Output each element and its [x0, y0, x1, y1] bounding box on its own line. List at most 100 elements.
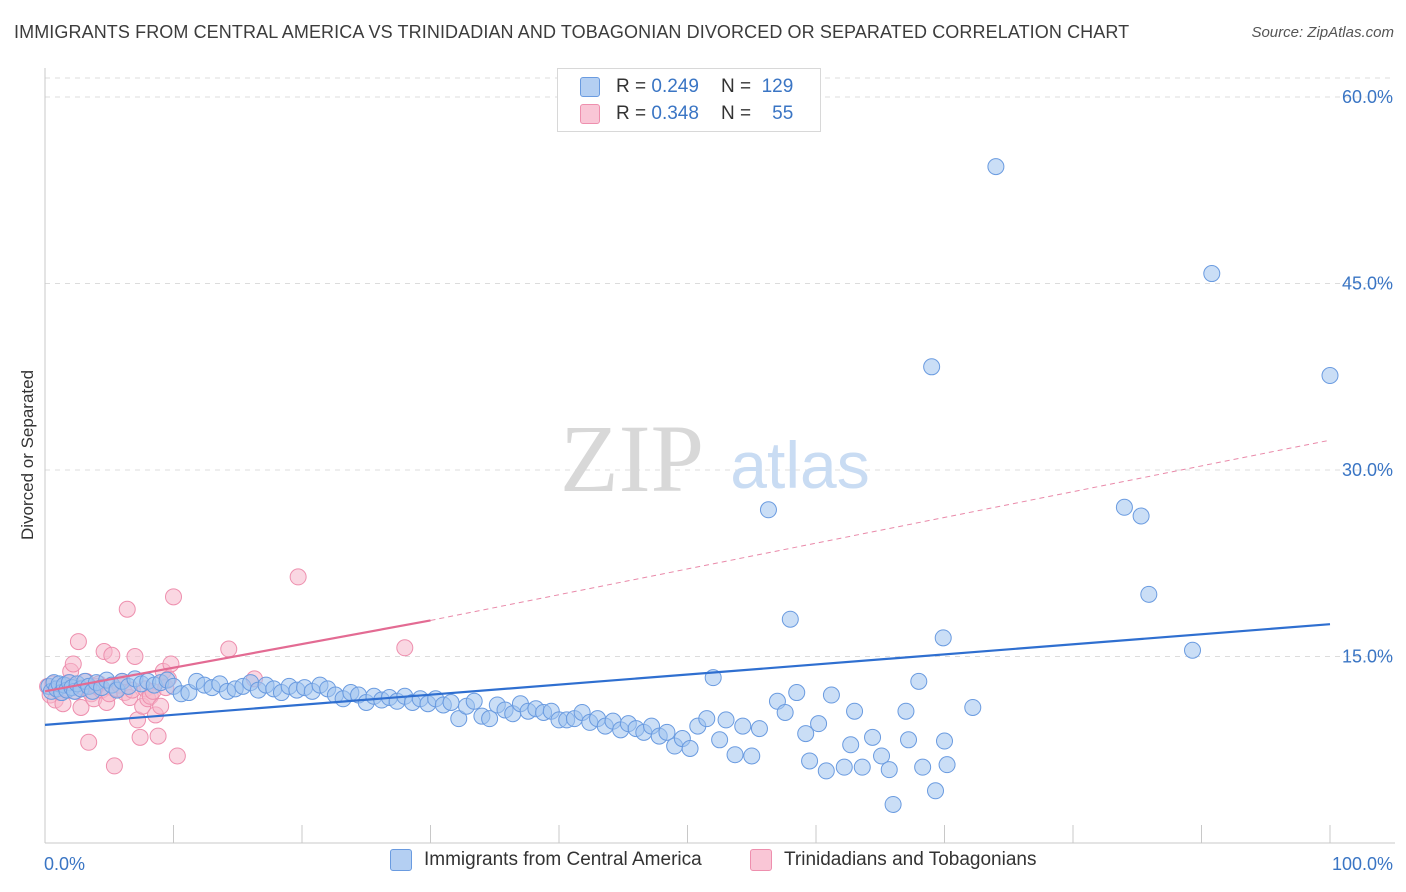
stats-swatch-blue: [580, 77, 600, 97]
x-tick-label-max: 100.0%: [1332, 854, 1393, 874]
data-point-central-america: [788, 684, 806, 702]
data-point-central-america: [987, 158, 1005, 176]
data-point-central-america: [711, 731, 729, 749]
data-point-trinidadians: [149, 727, 167, 745]
data-point-central-america: [750, 720, 768, 738]
data-point-central-america: [717, 711, 735, 729]
series-trinidadians-points: [39, 568, 414, 775]
data-point-central-america: [910, 672, 928, 690]
data-point-central-america: [810, 715, 828, 733]
legend-label-central-america: Immigrants from Central America: [424, 849, 702, 870]
data-point-central-america: [927, 782, 945, 800]
data-point-central-america: [1115, 498, 1133, 516]
data-point-central-america: [465, 692, 483, 710]
data-point-central-america: [934, 629, 952, 647]
data-point-central-america: [681, 740, 699, 758]
data-point-trinidadians: [131, 728, 149, 746]
data-point-central-america: [743, 747, 761, 765]
trend-lines: [44, 439, 1331, 726]
data-point-central-america: [853, 758, 871, 776]
data-point-trinidadians: [165, 588, 182, 606]
data-point-central-america: [776, 703, 794, 721]
stats-row-pink: R = 0.348 N = 55: [580, 101, 793, 127]
data-point-central-america: [442, 694, 460, 712]
tick-labels: 15.0% 30.0% 45.0% 60.0% 0.0% 100.0%: [44, 87, 1393, 874]
n-label: N =: [720, 76, 752, 97]
data-point-central-america: [938, 756, 956, 774]
data-point-central-america: [801, 752, 819, 770]
data-point-central-america: [842, 736, 860, 754]
data-point-central-america: [936, 732, 953, 750]
data-point-trinidadians: [72, 698, 90, 716]
data-point-central-america: [897, 702, 915, 720]
data-point-central-america: [846, 702, 864, 720]
r-value-blue: 0.249: [651, 76, 699, 97]
data-point-central-america: [797, 725, 815, 743]
data-point-trinidadians: [80, 733, 98, 751]
source-label: Source: ZipAtlas.com: [1251, 24, 1394, 41]
data-point-central-america: [781, 610, 799, 628]
y-tick-label: 60.0%: [1342, 87, 1393, 107]
r-label: R =: [616, 103, 647, 124]
data-point-central-america: [964, 698, 982, 716]
data-point-central-america: [914, 758, 932, 776]
watermark-atlas: atlas: [730, 428, 869, 502]
data-point-central-america: [923, 358, 941, 376]
r-value-pink: 0.348: [651, 103, 699, 124]
data-point-trinidadians: [289, 568, 307, 586]
watermark: ZIP atlas: [560, 405, 870, 512]
data-point-central-america: [698, 710, 716, 728]
data-point-central-america: [1203, 265, 1221, 283]
data-point-central-america: [873, 747, 891, 765]
data-point-central-america: [450, 710, 468, 728]
legend-item-trinidadians: Trinidadians and Tobagonians: [750, 849, 1036, 871]
data-point-central-america: [1184, 641, 1202, 659]
data-point-trinidadians: [118, 600, 136, 618]
data-point-central-america: [726, 746, 744, 764]
data-point-central-america: [481, 710, 499, 728]
data-point-central-america: [817, 762, 835, 780]
data-point-central-america: [1140, 585, 1158, 603]
stats-swatch-pink: [580, 104, 600, 124]
data-point-trinidadians: [64, 655, 82, 673]
data-point-central-america: [1132, 507, 1150, 525]
x-tick-label-min: 0.0%: [44, 854, 85, 874]
data-point-central-america: [884, 795, 902, 813]
y-tick-label: 15.0%: [1342, 647, 1393, 667]
data-point-central-america: [759, 501, 777, 519]
stats-box: R = 0.249 N = 129 R = 0.348 N = 55: [557, 68, 821, 132]
data-point-central-america: [658, 723, 676, 741]
chart-title: IMMIGRANTS FROM CENTRAL AMERICA VS TRINI…: [14, 22, 1130, 42]
legend-swatch-pink: [750, 849, 772, 871]
data-point-central-america: [880, 761, 898, 779]
n-value-pink: 55: [772, 103, 794, 124]
data-point-central-america: [835, 758, 853, 776]
data-point-central-america: [1321, 367, 1339, 385]
data-point-trinidadians: [396, 639, 414, 657]
data-point-central-america: [822, 686, 840, 704]
legend-item-central-america: Immigrants from Central America: [390, 849, 702, 871]
data-point-central-america: [864, 728, 882, 746]
data-point-trinidadians: [220, 640, 238, 658]
r-label: R =: [616, 76, 647, 97]
data-point-trinidadians: [103, 646, 121, 664]
data-point-trinidadians: [168, 747, 186, 765]
y-tick-label: 45.0%: [1342, 274, 1393, 294]
legend-swatch-blue: [390, 849, 412, 871]
y-tick-label: 30.0%: [1342, 460, 1393, 480]
n-value-blue: 129: [761, 76, 794, 97]
data-point-central-america: [734, 717, 752, 735]
data-point-trinidadians: [69, 633, 87, 651]
trend-line-trinidadians: [44, 619, 431, 693]
data-point-trinidadians: [152, 697, 170, 715]
data-point-central-america: [900, 731, 918, 749]
axes: [44, 68, 1395, 844]
watermark-zip: ZIP: [560, 405, 704, 512]
n-label: N =: [720, 103, 752, 124]
data-point-trinidadians: [126, 648, 144, 665]
gridlines: [45, 77, 1395, 657]
stats-row-blue: R = 0.249 N = 129: [580, 74, 793, 100]
legend: Immigrants from Central America Trinidad…: [0, 849, 1406, 879]
legend-label-trinidadians: Trinidadians and Tobagonians: [784, 849, 1037, 870]
